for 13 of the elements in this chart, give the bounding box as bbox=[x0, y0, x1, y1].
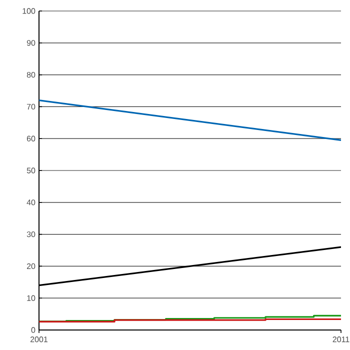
y-tick-label: 80 bbox=[26, 72, 36, 78]
y-tick-label: 0 bbox=[31, 327, 36, 333]
x-tick-label: 2011 bbox=[332, 336, 350, 342]
y-tick-label: 10 bbox=[27, 295, 36, 301]
y-tick-label: 100 bbox=[22, 8, 36, 14]
y-tick-label: 50 bbox=[26, 168, 36, 174]
y-tick-label: 60 bbox=[26, 136, 36, 142]
y-tick-label: 70 bbox=[26, 104, 36, 110]
x-tick-label: 2001 bbox=[30, 336, 48, 342]
y-tick-label: 30 bbox=[26, 231, 36, 238]
y-tick-label: 40 bbox=[26, 200, 36, 206]
y-tick-label: 90 bbox=[26, 40, 36, 46]
y-tick-label: 20 bbox=[26, 263, 36, 270]
